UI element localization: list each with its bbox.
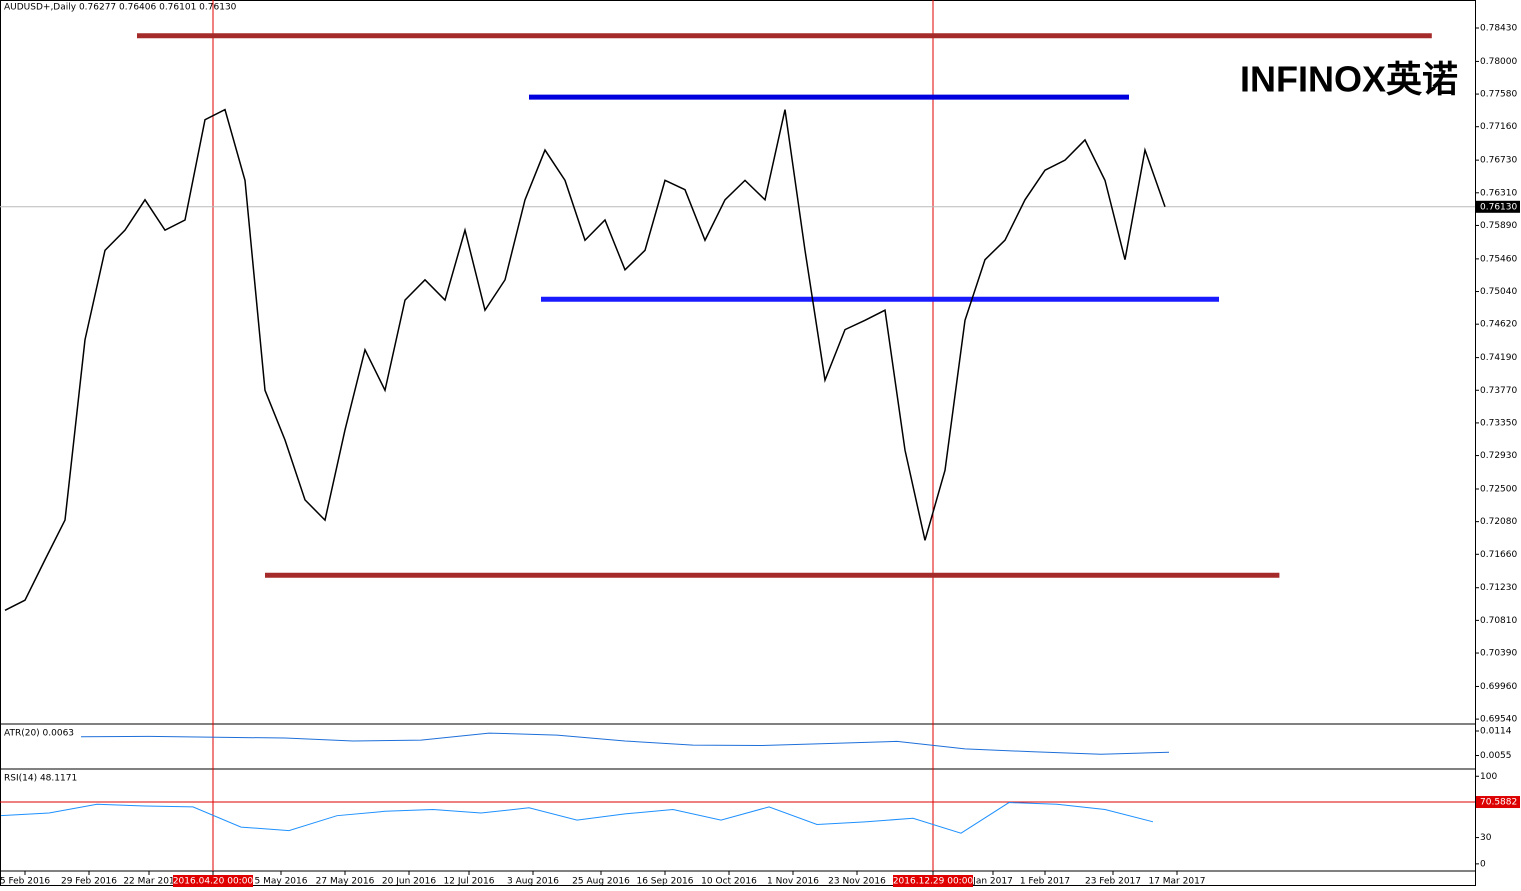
x-tick-label: 16 Sep 2016 (636, 877, 693, 887)
panel-title: AUDUSD+,Daily 0.76277 0.76406 0.76101 0.… (4, 3, 237, 13)
series-line (4, 108, 1166, 611)
y-tick-label: 0.74190 (1480, 353, 1517, 363)
y-tick-label: 0.73770 (1480, 386, 1517, 396)
y-tick-label: 0.71230 (1480, 583, 1517, 593)
x-tick-label: 3 Aug 2016 (507, 877, 559, 887)
x-tick-highlight (893, 875, 973, 887)
y-tick-label: 100 (1480, 772, 1497, 782)
y-tick-label: 0.75890 (1480, 221, 1517, 231)
y-tick-label: 0.78430 (1480, 23, 1517, 33)
x-tick-label: 20 Jun 2016 (382, 877, 436, 887)
x-tick-label: Jan 2017 (972, 877, 1013, 887)
y-tick-label: 0.73350 (1480, 418, 1517, 428)
frame (0, 0, 1476, 886)
y-tick-label: 0.75460 (1480, 254, 1517, 264)
y-tick-label: 0.74620 (1480, 320, 1517, 330)
y-tick-label: 0.70390 (1480, 649, 1517, 659)
level-label: 70.5882 (1480, 798, 1517, 808)
y-tick-label: 30 (1480, 833, 1492, 843)
x-tick-label: 2016.12.29 00:00 (893, 877, 974, 887)
x-tick-label: 1 Feb 2017 (1020, 877, 1070, 887)
y-tick-label: 0.78000 (1480, 57, 1517, 67)
y-tick-label: 0.76730 (1480, 156, 1517, 166)
y-tick-label: 0.72080 (1480, 517, 1517, 527)
series-line (80, 732, 1170, 755)
y-tick-label: 0.76310 (1480, 188, 1517, 198)
panel-title: ATR(20) 0.0063 (4, 729, 74, 739)
panel-title: RSI(14) 48.1171 (4, 774, 77, 784)
x-tick-label: 27 May 2016 (316, 877, 375, 887)
y-tick-label: 0.77580 (1480, 90, 1517, 100)
x-tick-label: 5 Feb 2016 (0, 877, 50, 887)
x-tick-label: 2016.04.20 00:00 (173, 877, 254, 887)
x-tick-label: 23 Feb 2017 (1085, 877, 1141, 887)
x-tick-label: 1 Nov 2016 (767, 877, 819, 887)
x-tick-highlight (173, 875, 253, 887)
logo: INFINOX英诺 (1240, 59, 1458, 100)
x-tick-label: 23 Nov 2016 (828, 877, 886, 887)
y-tick-label: 0.71660 (1480, 550, 1517, 560)
x-tick-label: 5 May 2016 (255, 877, 308, 887)
x-tick-label: 22 Mar 201 (123, 877, 174, 887)
y-tick-label: 0.70810 (1480, 616, 1517, 626)
x-tick-label: 12 Jul 2016 (444, 877, 495, 887)
y-tick-label: 0.77160 (1480, 122, 1517, 132)
level-tag (1476, 796, 1520, 809)
last-price-label: 0.76130 (1480, 202, 1517, 212)
y-tick-label: 0.0114 (1480, 726, 1512, 736)
y-tick-label: 0.75040 (1480, 287, 1517, 297)
y-tick-label: 0.69540 (1480, 715, 1517, 725)
y-tick-label: 0.72930 (1480, 451, 1517, 461)
x-tick-label: 25 Aug 2016 (572, 877, 630, 887)
x-tick-label: 17 Mar 2017 (1148, 877, 1205, 887)
y-tick-label: 0.72500 (1480, 484, 1517, 494)
y-tick-label: 0.69960 (1480, 682, 1517, 692)
last-price-tag (1476, 200, 1520, 213)
x-tick-label: 10 Oct 2016 (701, 877, 757, 887)
y-tick-label: 0 (1480, 859, 1486, 869)
y-tick-label: 0.0055 (1480, 751, 1512, 761)
series-line (0, 802, 1154, 834)
x-tick-label: 29 Feb 2016 (61, 877, 117, 887)
